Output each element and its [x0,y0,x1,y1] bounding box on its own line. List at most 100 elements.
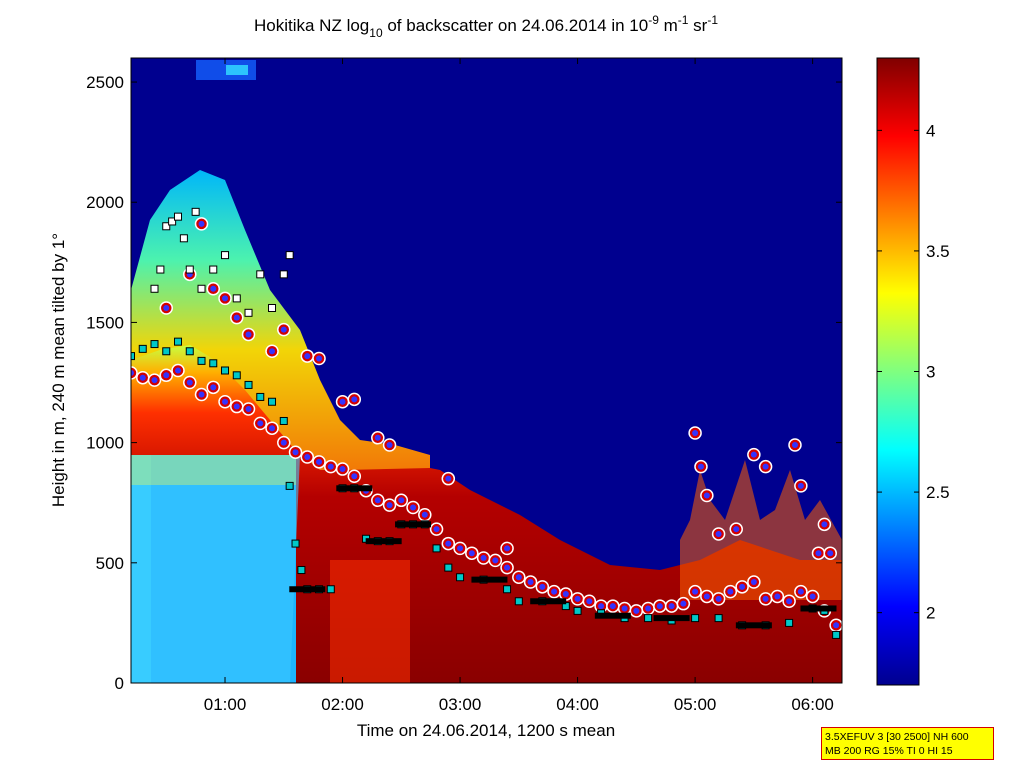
layer-height-circle-core [163,372,170,379]
mixing-height-bar-marker [653,615,690,622]
y-tick-label: 500 [96,554,124,573]
layer-height-circle-core [139,374,146,381]
layer-height-square-marker [326,585,335,594]
layer-height-circle-core [421,511,428,518]
layer-height-square-marker [432,544,441,553]
mixing-height-bar-marker [530,598,567,605]
layer-height-square-marker [503,585,512,594]
boundary-layer [131,345,842,683]
layer-height-circle-core [316,458,323,465]
layer-height-circle-core [198,220,205,227]
low-signal-shade [131,455,300,683]
layer-height-square-marker [644,614,653,623]
layer-height-square-marker [244,308,253,317]
layer-height-circle-core [198,391,205,398]
layer-height-circle-core [750,579,757,586]
layer-height-square-marker [297,566,306,575]
y-tick-label: 1000 [86,434,124,453]
layer-height-circle-core [186,379,193,386]
layer-height-square-marker [268,397,277,406]
layer-height-square-marker [191,207,200,216]
layer-height-circle-core [733,526,740,533]
layer-height-circle-core [697,463,704,470]
layer-height-circle-core [791,442,798,449]
mixing-height-bar-marker [336,485,373,492]
layer-height-circle-core [727,588,734,595]
upper-signal-core [226,65,248,75]
y-tick-label: 0 [115,674,124,693]
layer-height-circle-core [210,285,217,292]
layer-height-circle-core [398,497,405,504]
colorbar-tick-label: 3 [926,363,935,382]
layer-height-square-marker [197,356,206,365]
layer-height-circle-core [586,598,593,605]
layer-height-circle-core [527,579,534,586]
layer-height-circle-core [715,530,722,537]
layer-height-circle-core [374,497,381,504]
layer-height-circle-core [304,353,311,360]
layer-height-circle-core [175,367,182,374]
layer-height-circle-core [515,574,522,581]
layer-height-circle-core [680,600,687,607]
layer-height-square-marker [150,284,159,293]
layer-height-circle-core [739,583,746,590]
layer-height-circle-core [645,605,652,612]
plot-area: 01:00 02:00 03:00 04:00 05:00 06:00 0 500 1000 1… [86,57,843,714]
layer-height-circle-core [245,405,252,412]
layer-height-circle-core [574,595,581,602]
layer-height-circle-core [280,439,287,446]
colorbar-tick-label: 2.5 [926,483,950,502]
y-tick-label: 2000 [86,193,124,212]
layer-height-square-marker [185,265,194,274]
layer-height-square-marker [514,597,523,606]
layer-height-square-marker [162,347,171,356]
layer-height-square-marker [162,222,171,231]
layer-height-square-marker [573,606,582,615]
layer-height-circle-core [269,348,276,355]
layer-height-square-marker [268,304,277,312]
layer-height-circle-core [457,545,464,552]
layer-height-circle-core [504,545,511,552]
layer-height-square-marker [221,366,230,375]
layer-height-circle-core [762,463,769,470]
layer-height-circle-core [151,377,158,384]
layer-height-circle-core [339,466,346,473]
info-line-2: MB 200 RG 15% TI 0 HI 15 [825,745,953,757]
layer-height-circle-core [656,603,663,610]
surface-plume [330,560,410,683]
layer-height-circle-core [163,305,170,311]
layer-height-circle-core [809,593,816,600]
layer-height-circle-core [609,603,616,610]
layer-height-square-marker [285,251,294,260]
colorbar-gradient [877,58,919,685]
parameter-info-box: 3.5XEFUV 3 [30 2500] NH 600 MB 200 RG 15… [821,727,994,760]
mixing-height-bar-marker [735,622,772,629]
layer-height-square-marker [221,251,230,260]
layer-height-circle-core [821,521,828,528]
layer-height-square-marker [174,337,183,346]
y-axis-ticks: 0 500 1000 1500 2000 2500 [86,73,842,693]
x-tick-label: 06:00 [791,695,834,714]
layer-height-square-marker [291,539,300,548]
layer-height-circle-core [433,526,440,533]
layer-height-circle-core [598,603,605,610]
convective-plumes [680,460,842,600]
layer-height-square-marker [185,347,194,356]
layer-height-square-marker [197,284,206,293]
layer-height-circle-core [233,403,240,410]
layer-height-square-marker [256,270,265,279]
colorbar-tick-label: 4 [926,121,935,140]
layer-height-square-marker [156,265,165,274]
layer-height-square-marker [691,614,700,623]
layer-height-circle-core [562,591,569,598]
layer-height-circle-core [468,550,475,557]
x-axis-label: Time on 24.06.2014, 1200 s mean [357,721,615,740]
layer-height-circle-core [304,454,311,461]
layer-height-circle-core [715,595,722,602]
layer-height-square-marker [168,217,177,226]
colorbar: 2 2.5 3 3.5 4 [876,57,950,686]
layer-height-circle-core [245,331,252,338]
layer-height-circle-core [621,605,628,612]
layer-height-square-marker [285,481,294,490]
